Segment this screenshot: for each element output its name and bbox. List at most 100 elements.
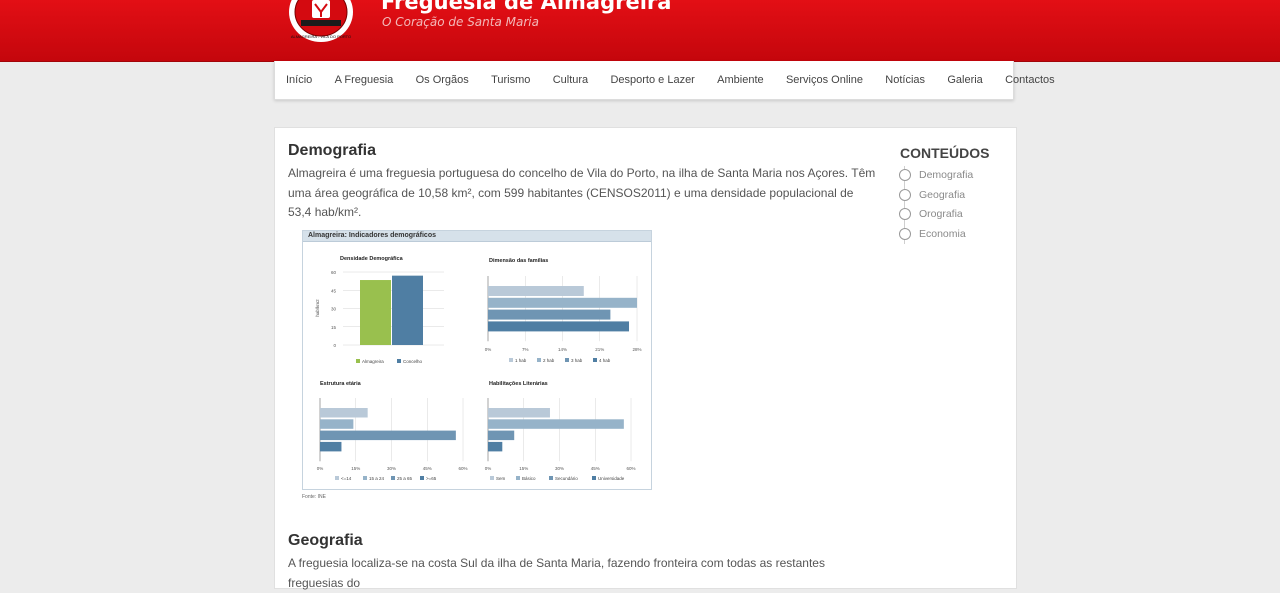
nav-item-turismo[interactable]: Turismo [491,74,531,86]
legend-label: 1 hab [515,358,527,363]
toc-item-orografia[interactable]: Orografia [899,205,1015,225]
legend-swatch [592,476,596,480]
chart-title: Dimensão das famílias [489,258,548,264]
toc-label: Geografia [919,188,966,201]
y-tick-label: 15 [331,325,337,330]
x-tick-label: 0% [485,466,492,471]
legend-label: Sem [496,476,506,481]
nav-item-inicio[interactable]: Início [286,74,313,86]
toc-label: Demografia [919,169,974,181]
chart-title: Habilitações Literárias [489,381,548,387]
legend-swatch [391,476,395,480]
content-card: Demografia Almagreira é uma freguesia po… [274,127,1017,590]
sidebar-title: CONTEÚDOS [900,145,990,161]
x-tick-label: 60% [626,466,635,471]
legend-label: 4 hab [599,358,611,363]
circle-icon [899,208,911,220]
nav-item-noticias[interactable]: Notícias [885,74,926,86]
legend-swatch [356,359,360,363]
table-of-contents: Demografia Geografia Orografia Economia [899,166,1015,245]
nav-item-ambiente[interactable]: Ambiente [717,74,764,86]
legend-label: 15 a 24 [369,476,385,481]
section-title-geografia: Geografia [288,532,363,549]
x-tick-label: 0% [317,466,324,471]
bar-3 [488,441,503,452]
y-tick-label: 60 [331,270,337,275]
bar-0 [488,408,550,418]
x-tick-label: 21% [595,347,604,352]
chart-title: Densidade Demográfica [340,256,404,262]
y-tick-label: 30 [331,307,337,312]
legend-label: <=14 [341,476,352,481]
x-tick-label: 60% [458,466,467,471]
x-tick-label: 45% [591,466,600,471]
nav-item-a-freguesia[interactable]: A Freguesia [334,74,394,86]
bar-1 [488,297,637,308]
bar-0 [320,408,368,418]
chart-title: Estrutura etária [320,381,362,387]
main-nav: Início A Freguesia Os Orgãos Turismo Cul… [274,61,1055,100]
legend-label: Almagreira [362,359,384,364]
legend-label: 2 hab [543,358,555,363]
x-tick-label: 0% [485,347,492,352]
bar-almagreira [360,280,391,345]
legend-label: Básico [522,476,536,481]
legend-label: Concelho [403,359,423,364]
bar-1 [320,419,354,429]
toc-item-economia[interactable]: Economia [899,225,1015,245]
y-tick-label: 0 [333,343,336,348]
nav-item-cultura[interactable]: Cultura [552,74,589,86]
bar-2 [488,430,515,441]
circle-icon [899,227,911,240]
legend-label: 3 hab [571,358,583,363]
bar-3 [320,441,342,452]
x-tick-label: 30% [387,466,396,471]
legend-label: Universidade [598,476,625,481]
nav-item-os-orgaos[interactable]: Os Orgãos [415,74,469,86]
x-tick-label: 45% [423,466,432,471]
bar-1 [488,419,624,429]
y-axis-label: hab/km2 [315,299,320,317]
section-title-demografia: Demografia [288,142,377,159]
x-tick-label: 30% [555,466,564,471]
legend-label: >=65 [426,476,437,481]
bar-concelho [392,275,423,345]
logo-text: ALMAGREIRA - VILA DO PORTO [291,34,351,39]
legend-label: 25 a 65 [397,476,413,481]
legend-swatch [420,476,424,480]
bar-3 [488,321,630,332]
bar-0 [488,286,584,296]
x-tick-label: 7% [522,347,529,352]
legend-swatch [335,476,339,480]
legend-swatch [363,476,367,480]
nav-item-servicos-online[interactable]: Serviços Online [785,74,863,86]
circle-icon [899,188,911,201]
legend-swatch [565,358,569,362]
toc-label: Economia [919,227,966,240]
section-text-demografia: Almagreira é uma freguesia portuguesa do… [288,166,876,219]
toc-item-demografia[interactable]: Demografia [899,166,1015,186]
nav-item-contactos[interactable]: Contactos [1005,74,1055,86]
demographics-infographic: Almagreira: Indicadores demográficos Den… [302,230,652,490]
legend-swatch [549,476,553,480]
site-header: ALMAGREIRA - VILA DO PORTO Freguesia de … [0,0,1280,62]
legend-swatch [593,358,597,362]
logo[interactable]: ALMAGREIRA - VILA DO PORTO [287,0,355,44]
legend-label: Secundário [555,476,578,481]
toc-item-geografia[interactable]: Geografia [899,186,1015,206]
legend-swatch [490,476,494,480]
infographic-source: Fonte: INE [302,494,326,500]
x-tick-label: 14% [558,347,567,352]
legend-swatch [516,476,520,480]
nav-item-galeria[interactable]: Galeria [947,74,983,86]
x-tick-label: 28% [632,347,641,352]
site-title[interactable]: Freguesia de Almagreira [381,0,672,14]
nav-item-desporto-lazer[interactable]: Desporto e Lazer [610,74,695,86]
legend-swatch [509,358,513,362]
y-tick-label: 45 [331,288,337,293]
bar-2 [488,309,611,320]
toc-label: Orografia [919,208,963,220]
legend-swatch [537,358,541,362]
infographic-charts: Densidade Demográfica 0 15 30 45 60 hab/km2 Alm… [315,256,642,481]
bar-2 [320,430,456,441]
